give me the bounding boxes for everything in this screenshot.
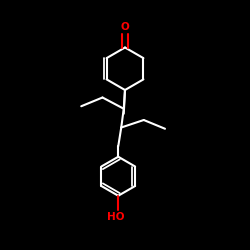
Text: O: O <box>120 22 130 32</box>
Text: HO: HO <box>107 212 124 222</box>
